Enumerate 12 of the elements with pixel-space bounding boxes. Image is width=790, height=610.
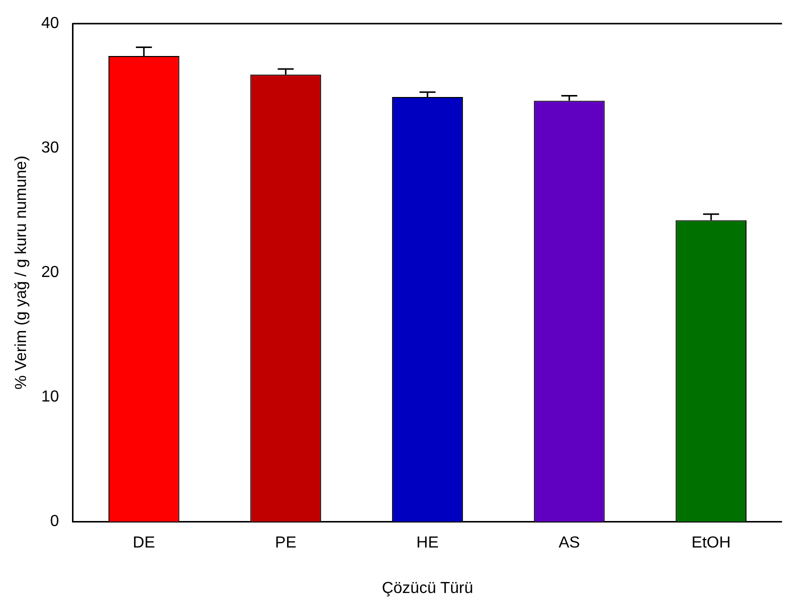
x-tick-label: EtOH [692, 534, 731, 552]
x-tick-label: DE [132, 534, 156, 552]
x-tick-label: PE [275, 534, 296, 552]
x-tick-label: HE [416, 534, 439, 552]
y-tick-label: 20 [41, 264, 60, 282]
x-tick-label: AS [558, 534, 580, 552]
y-tick-label: 40 [41, 15, 60, 32]
x-axis-title: Çözücü Türü [382, 580, 474, 597]
y-tick-label: 30 [41, 140, 60, 157]
y-tick-label: 0 [50, 513, 60, 530]
y-tick-label: 10 [41, 388, 60, 406]
y-axis-title: % Verim (g yağ / g kuru numune) [13, 156, 30, 390]
